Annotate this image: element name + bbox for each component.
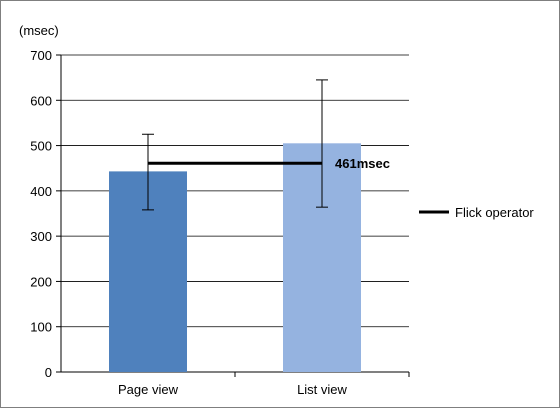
y-tick-label-200: 200 — [30, 274, 52, 289]
y-tick-label-500: 500 — [30, 139, 52, 154]
y-tick-label-300: 300 — [30, 229, 52, 244]
legend: Flick operator — [419, 205, 534, 220]
y-tick-label-400: 400 — [30, 184, 52, 199]
reference-line-group: 461msec — [148, 156, 390, 171]
reference-line-label: 461msec — [335, 156, 390, 171]
error-bars — [142, 79, 328, 211]
legend-label-flick-operator: Flick operator — [455, 205, 534, 220]
y-tick-label-100: 100 — [30, 320, 52, 335]
bars — [109, 143, 361, 372]
y-tick-label-600: 600 — [30, 93, 52, 108]
y-tick-label-0: 0 — [45, 365, 52, 380]
y-unit-label: (msec) — [19, 23, 59, 38]
y-tick-label-700: 700 — [30, 48, 52, 63]
x-tick-label-list-view: List view — [297, 382, 347, 397]
x-tick-label-page-view: Page view — [118, 382, 179, 397]
